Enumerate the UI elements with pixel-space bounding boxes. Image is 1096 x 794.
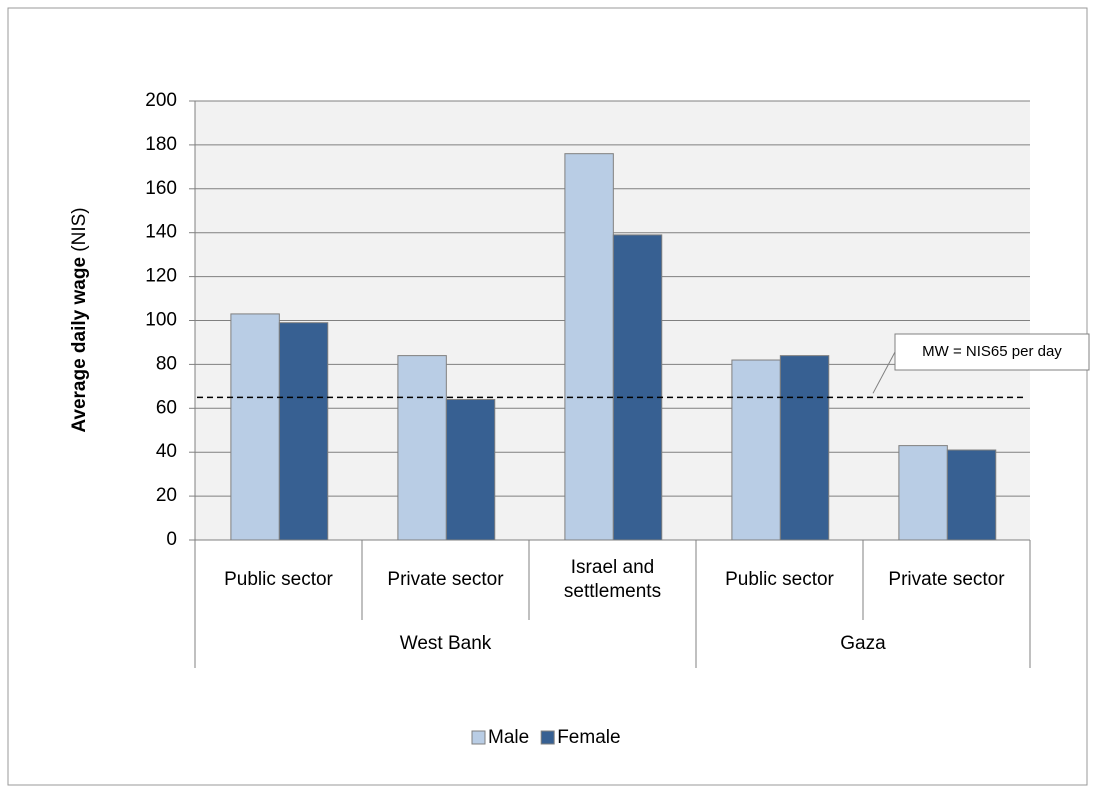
annotation-leader (872, 351, 896, 394)
bar (278, 322, 329, 541)
bar (779, 355, 830, 541)
y-tick-label: 100 (145, 310, 177, 331)
legend-label: Male (488, 727, 529, 748)
y-tick-label: 20 (156, 485, 177, 506)
group-label: Gaza (840, 633, 886, 654)
x-tick-label: Private sector (387, 569, 504, 590)
y-tick-label: 160 (145, 178, 177, 199)
bar (564, 153, 614, 541)
bar (397, 355, 447, 541)
legend-swatch (471, 730, 486, 745)
y-label: Average daily wage (69, 257, 90, 433)
x-tick-label: Israel and settlements (563, 557, 662, 602)
bar (898, 445, 948, 541)
bar (445, 399, 496, 541)
annotation-box (894, 333, 1090, 371)
y-tick-label: 120 (145, 266, 177, 287)
y-tick-label: 0 (166, 529, 177, 550)
y-tick-label: 140 (145, 222, 177, 243)
bar (946, 449, 997, 541)
y-tick-label: 40 (156, 441, 177, 462)
y-tick-label: 200 (145, 90, 177, 111)
y-axis-title: Average daily wage (NIS) (69, 207, 90, 432)
bar (731, 359, 781, 541)
y-tick-label: 80 (156, 353, 177, 374)
legend-label: Female (557, 727, 620, 748)
annotation: MW = NIS65 per day (922, 343, 1062, 360)
group-label: West Bank (399, 633, 492, 654)
x-tick-label: Private sector (888, 569, 1005, 590)
x-tick-label: Public sector (725, 569, 834, 590)
legend-swatch (540, 730, 555, 745)
bar (612, 234, 663, 541)
y-tick-label: 180 (145, 134, 177, 155)
bar (230, 313, 280, 541)
y-tick-label: 60 (156, 397, 177, 418)
x-tick-label: Public sector (224, 569, 333, 590)
y-label-unit: (NIS) (69, 207, 90, 251)
